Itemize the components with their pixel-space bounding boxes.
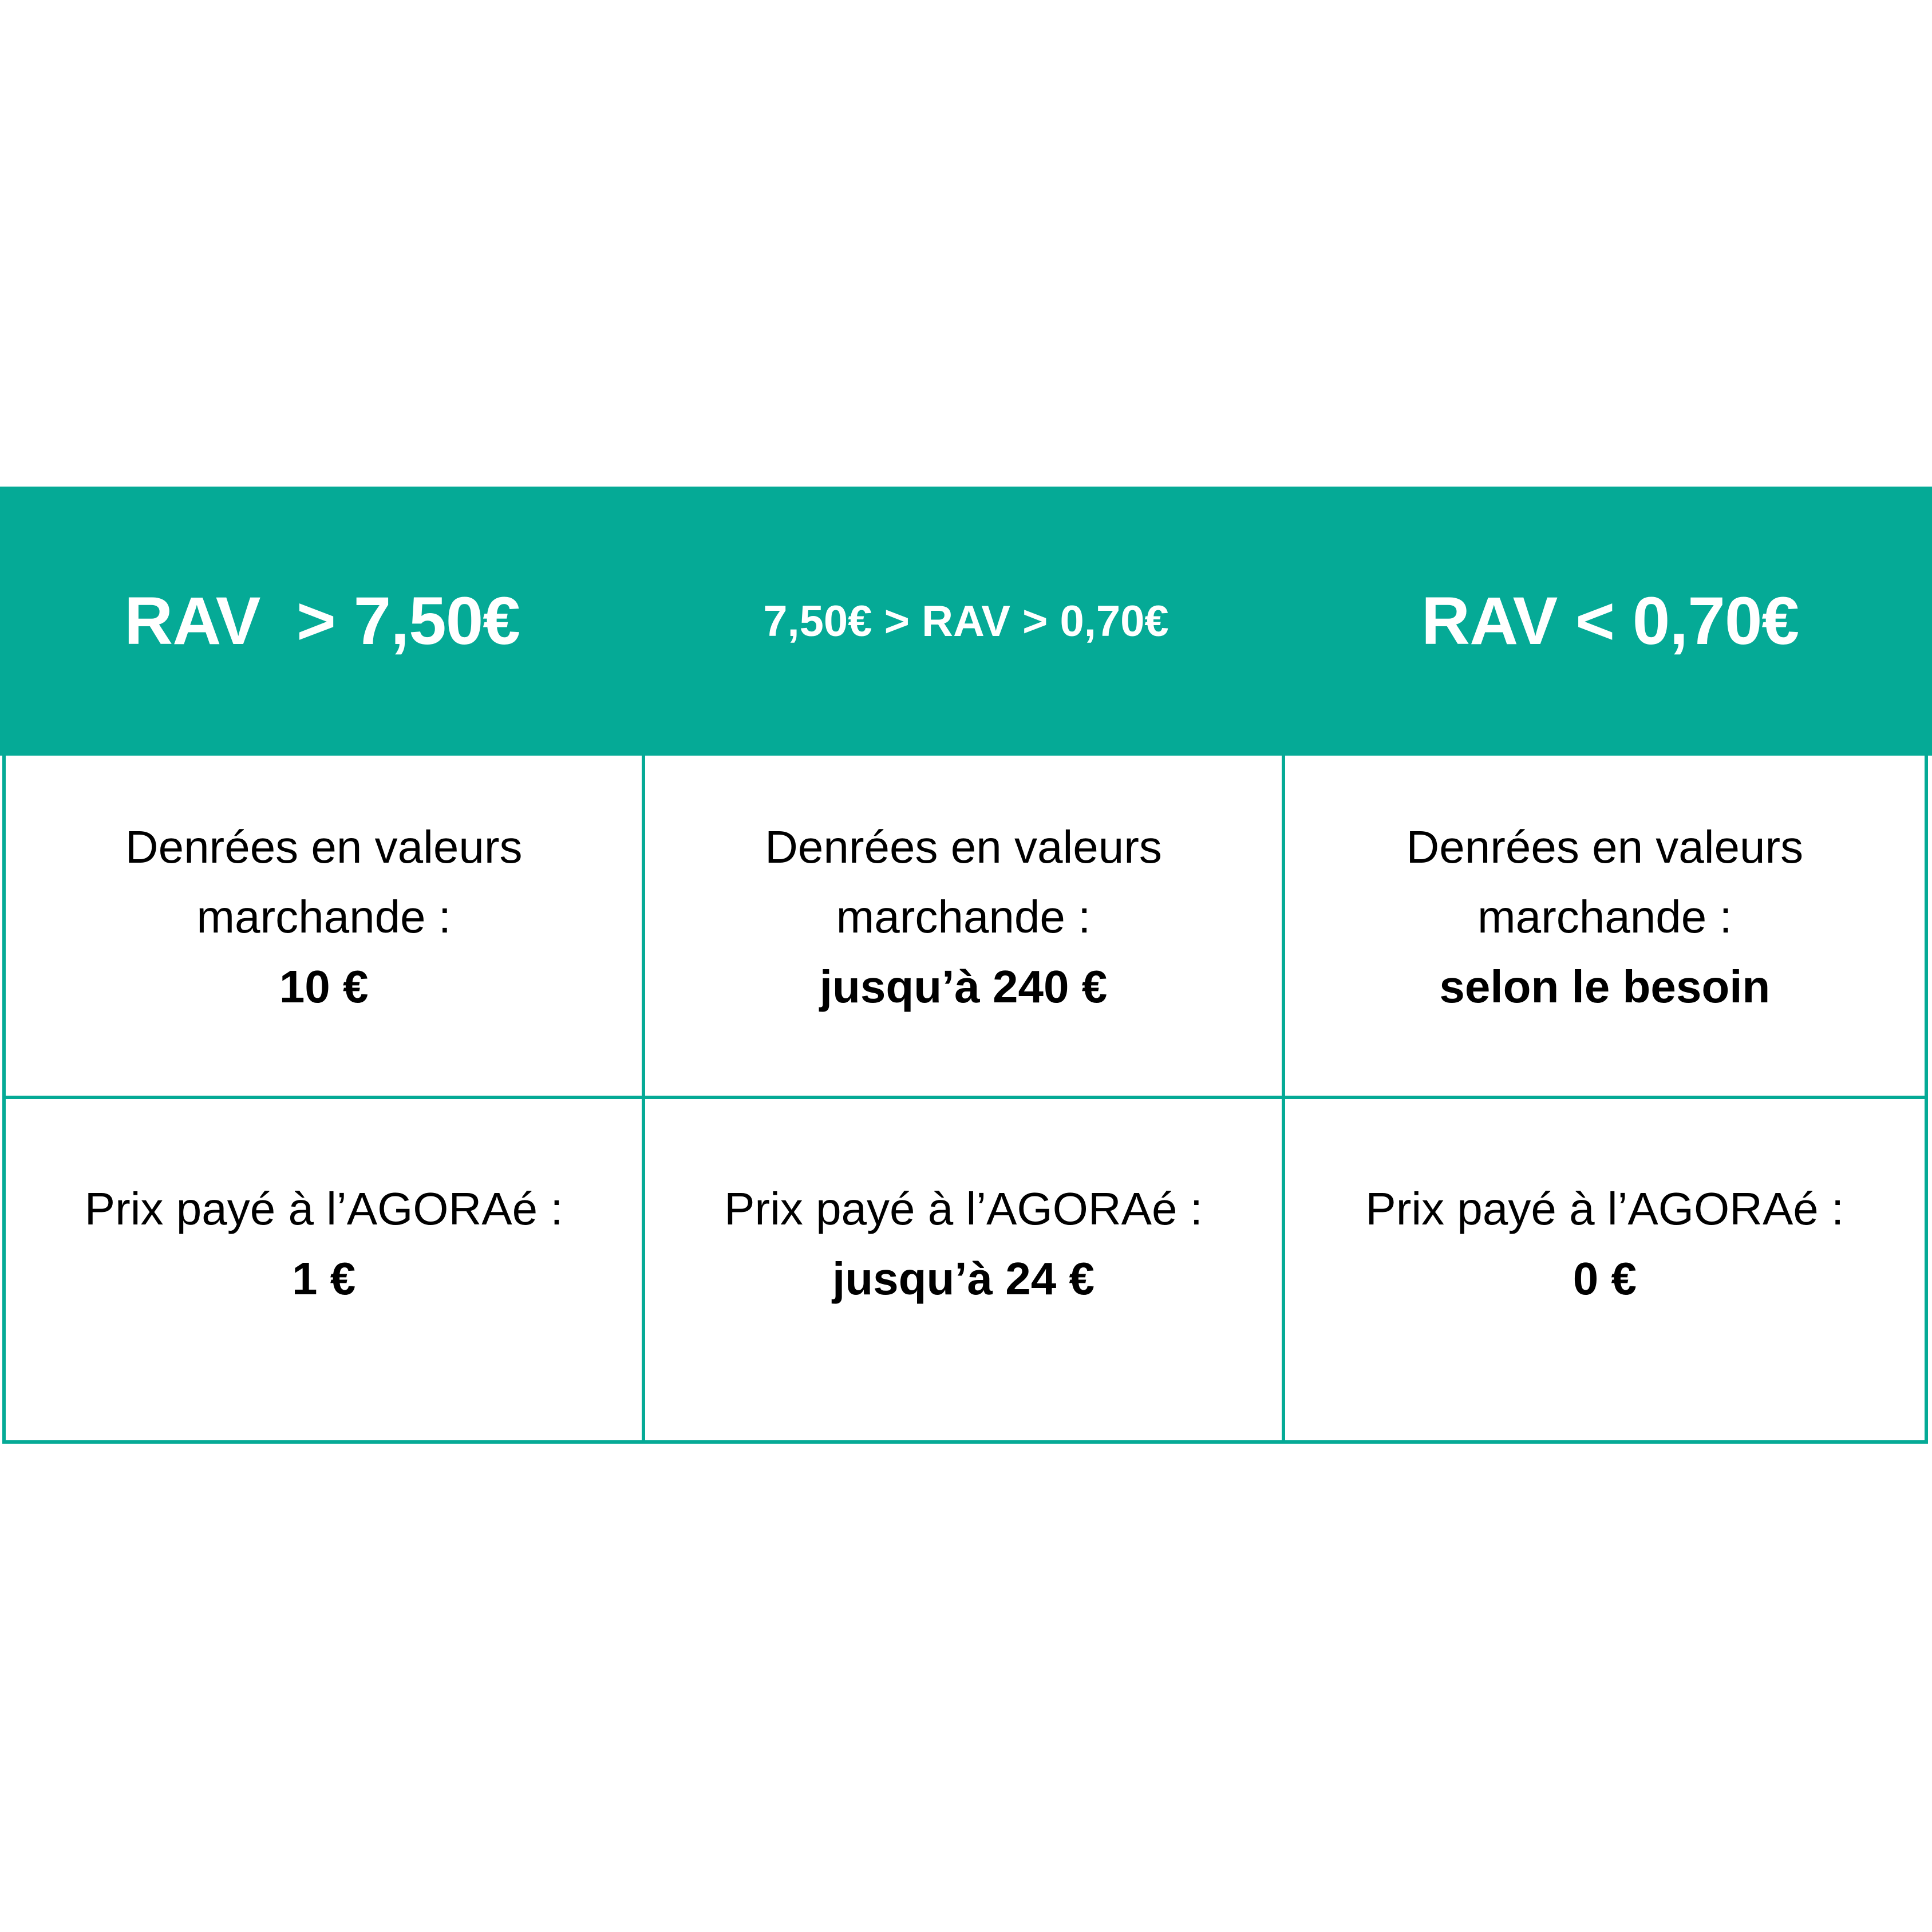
- pricing-table: Denrées en valeurs marchande : 10 € Denr…: [2, 756, 1928, 1444]
- cell-label: marchande :: [196, 891, 451, 942]
- cell-value: jusqu’à 24 €: [832, 1253, 1095, 1304]
- cell-value: jusqu’à 240 €: [819, 961, 1108, 1012]
- header-rav-above-750: RAV > 7,50€: [124, 583, 520, 659]
- table-cell: Denrées en valeurs marchande : 10 €: [6, 756, 646, 1099]
- table-cell: Denrées en valeurs marchande : jusqu’à 2…: [645, 756, 1285, 1099]
- header-rav-below-070: RAV < 0,70€: [1421, 583, 1799, 659]
- cell-label: marchande :: [1477, 891, 1732, 942]
- table-cell: Prix payé à l’AGORAé : jusqu’à 24 €: [645, 1099, 1285, 1440]
- cell-label: Prix payé à l’AGORAé :: [84, 1183, 563, 1234]
- cell-value: 10 €: [279, 961, 369, 1012]
- table-cell: Denrées en valeurs marchande : selon le …: [1285, 756, 1925, 1099]
- cell-label: Denrées en valeurs: [1406, 821, 1804, 872]
- table-cell: Prix payé à l’AGORAé : 0 €: [1285, 1099, 1925, 1440]
- cell-label: Denrées en valeurs: [765, 821, 1162, 872]
- cell-label: Denrées en valeurs: [125, 821, 523, 872]
- cell-value: 1 €: [292, 1253, 356, 1304]
- table-header: RAV > 7,50€ 7,50€ > RAV > 0,70€ RAV < 0,…: [0, 487, 1932, 756]
- cell-value: selon le besoin: [1439, 961, 1771, 1012]
- header-rav-between: 7,50€ > RAV > 0,70€: [763, 596, 1169, 646]
- cell-label: marchande :: [836, 891, 1091, 942]
- table-cell: Prix payé à l’AGORAé : 1 €: [6, 1099, 646, 1440]
- cell-value: 0 €: [1573, 1253, 1637, 1304]
- cell-label: Prix payé à l’AGORAé :: [1365, 1183, 1844, 1234]
- cell-label: Prix payé à l’AGORAé :: [724, 1183, 1203, 1234]
